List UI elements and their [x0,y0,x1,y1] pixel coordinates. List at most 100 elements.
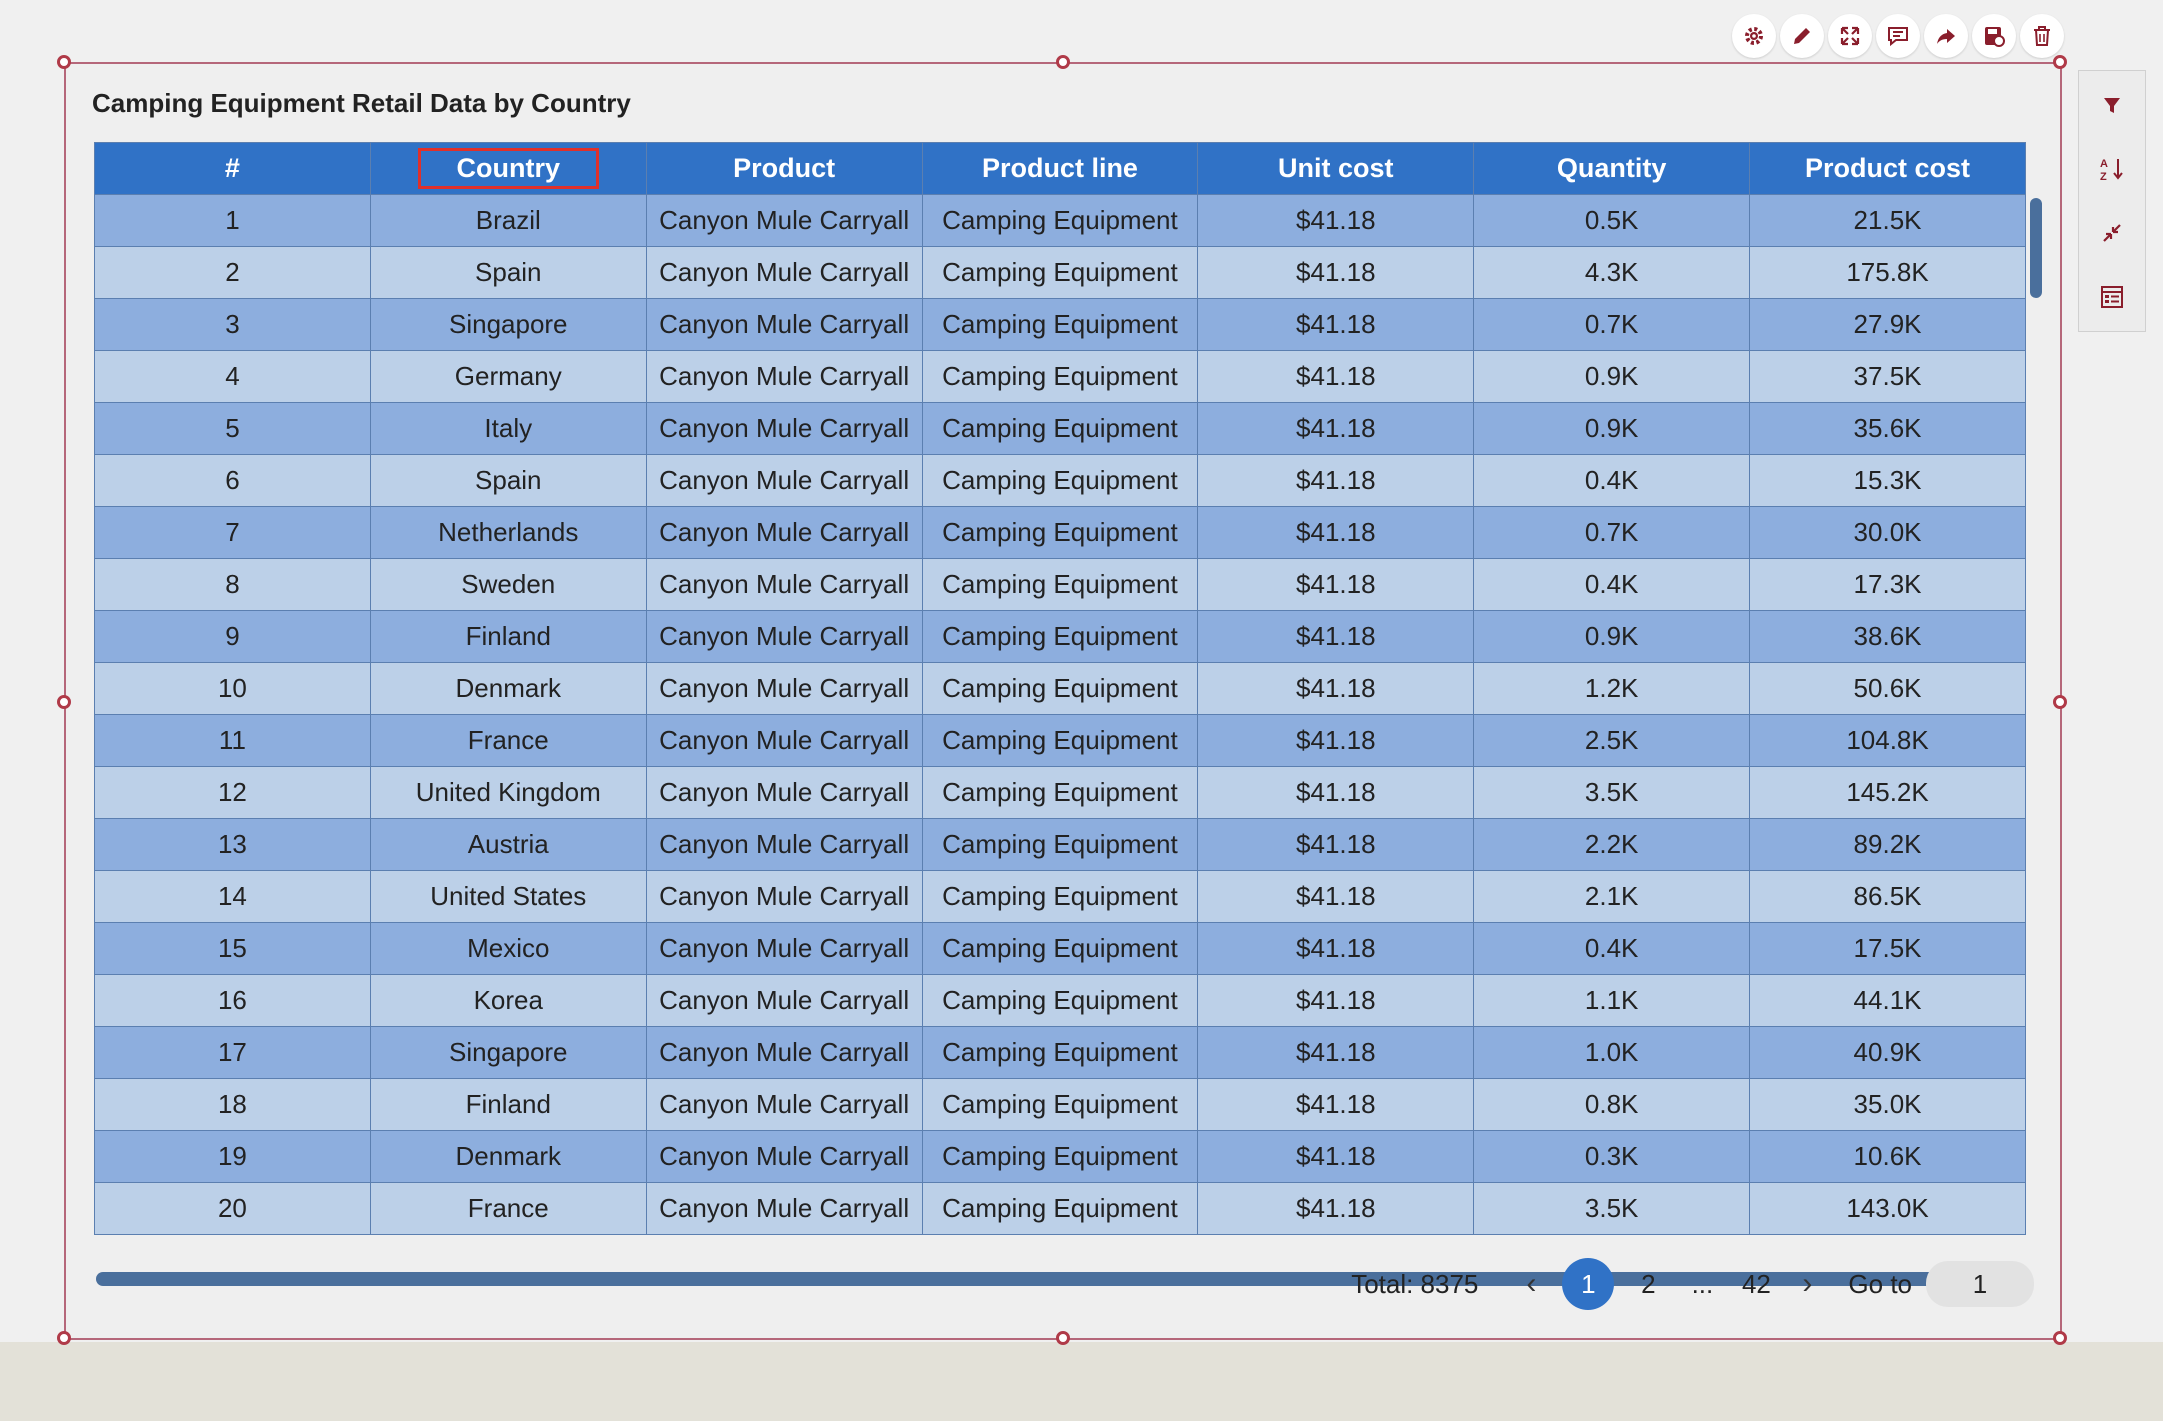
comment-button[interactable] [1876,14,1920,58]
cell-unit-cost: $41.18 [1197,558,1475,611]
cell-quantity: 0.4K [1473,558,1751,611]
cell-index: 19 [94,1130,371,1183]
horizontal-scrollbar-thumb[interactable] [96,1272,2016,1286]
table-settings-button[interactable] [2094,279,2130,315]
country-header-highlight: Country [417,148,600,189]
cell-unit-cost: $41.18 [1197,610,1475,663]
page-button-last[interactable]: 42 [1741,1268,1771,1299]
resize-handle-top[interactable] [1056,55,1070,69]
column-header-product-line[interactable]: Product line [921,142,1199,195]
resize-handle-bottom[interactable] [1056,1331,1070,1345]
goto-page-input[interactable] [1926,1261,2034,1307]
column-header-product-cost[interactable]: Product cost [1749,142,2026,195]
resize-handle-bottom-left[interactable] [57,1331,71,1345]
svg-text:A: A [2100,158,2108,170]
cell-product-line: Camping Equipment [921,506,1199,559]
collapse-button[interactable] [2094,215,2130,251]
save-data-button[interactable] [1972,14,2016,58]
cell-unit-cost: $41.18 [1197,506,1475,559]
table-row[interactable]: 8 Sweden Canyon Mule Carryall Camping Equip… [94,558,2026,611]
cell-product-line: Camping Equipment [921,766,1199,819]
resize-handle-bottom-right[interactable] [2053,1331,2067,1345]
resize-handle-top-left[interactable] [57,55,71,69]
cell-unit-cost: $41.18 [1197,974,1475,1027]
cell-product: Canyon Mule Carryall [645,246,923,299]
resize-handle-left[interactable] [57,695,71,709]
resize-handle-right[interactable] [2053,695,2067,709]
goto-label: Go to [1848,1268,1912,1299]
table-row[interactable]: 9 Finland Canyon Mule Carryall Camping Equi… [94,610,2026,663]
page-button-1[interactable]: 1 [1562,1258,1615,1310]
next-page-icon[interactable]: › [1802,1267,1813,1300]
cell-country: United Kingdom [369,766,647,819]
cell-product: Canyon Mule Carryall [645,870,923,923]
table-row[interactable]: 13 Austria Canyon Mule Carryall Camping Equ… [94,818,2026,871]
svg-text:Z: Z [2100,171,2107,183]
table-row[interactable]: 20 France Canyon Mule Carryall Camping Equi… [94,1182,2026,1235]
table-row[interactable]: 7 Netherlands Canyon Mule Carryall Camping … [94,506,2026,559]
page-button-2[interactable]: 2 [1641,1268,1656,1299]
cell-product-cost: 104.8K [1749,714,2026,767]
share-icon [1937,29,1955,44]
cell-product: Canyon Mule Carryall [645,298,923,351]
column-header-quantity[interactable]: Quantity [1473,142,1751,195]
edit-button[interactable] [1780,14,1824,58]
table-row[interactable]: 1 Brazil Canyon Mule Carryall Camping Equip… [94,194,2026,247]
cell-country: Germany [369,350,647,403]
filter-button[interactable] [2094,87,2130,123]
cell-quantity: 0.4K [1473,454,1751,507]
table-row[interactable]: 16 Korea Canyon Mule Carryall Camping Equip… [94,974,2026,1027]
cell-quantity: 1.2K [1473,662,1751,715]
table-row[interactable]: 15 Mexico Canyon Mule Carryall Camping Equi… [94,922,2026,975]
cell-quantity: 1.0K [1473,1026,1751,1079]
fullscreen-button[interactable] [1828,14,1872,58]
settings-button[interactable] [1732,14,1776,58]
cell-quantity: 2.2K [1473,818,1751,871]
cell-unit-cost: $41.18 [1197,402,1475,455]
cell-country: Netherlands [369,506,647,559]
table-row[interactable]: 14 United States Canyon Mule Carryall Campi… [94,870,2026,923]
table-row[interactable]: 19 Denmark Canyon Mule Carryall Camping Equ… [94,1130,2026,1183]
table-widget[interactable]: Camping Equipment Retail Data by Country… [57,55,2067,1345]
data-table: # Country Product Product line Unit cost… [94,142,2026,1235]
cell-product-line: Camping Equipment [921,194,1199,247]
cell-quantity: 0.3K [1473,1130,1751,1183]
cell-product: Canyon Mule Carryall [645,1130,923,1183]
cell-quantity: 2.1K [1473,870,1751,923]
cell-index: 8 [94,558,371,611]
table-row[interactable]: 18 Finland Canyon Mule Carryall Camping Equ… [94,1078,2026,1131]
cell-country: Finland [369,1078,647,1131]
table-row[interactable]: 5 Italy Canyon Mule Carryall Camping Equipm… [94,402,2026,455]
prev-page-icon[interactable]: ‹ [1526,1267,1537,1300]
table-settings-icon [2101,286,2123,308]
column-header-country[interactable]: Country [369,142,647,195]
column-header-unit-cost[interactable]: Unit cost [1197,142,1475,195]
delete-button[interactable] [2020,14,2064,58]
sort-button[interactable]: A Z [2094,151,2130,187]
table-row[interactable]: 2 Spain Canyon Mule Carryall Camping Equipm… [94,246,2026,299]
save-data-icon [1985,27,2005,47]
cell-product-line: Camping Equipment [921,350,1199,403]
vertical-scrollbar-thumb[interactable] [2030,198,2042,298]
cell-quantity: 0.7K [1473,298,1751,351]
cell-unit-cost: $41.18 [1197,1026,1475,1079]
cell-product-line: Camping Equipment [921,246,1199,299]
table-row[interactable]: 4 Germany Canyon Mule Carryall Camping Equi… [94,350,2026,403]
table-row[interactable]: 6 Spain Canyon Mule Carryall Camping Equipm… [94,454,2026,507]
column-header-index[interactable]: # [94,142,371,195]
table-row[interactable]: 12 United Kingdom Canyon Mule Carryall Camp… [94,766,2026,819]
table-row[interactable]: 10 Denmark Canyon Mule Carryall Camping Equ… [94,662,2026,715]
share-button[interactable] [1924,14,1968,58]
table-row[interactable]: 11 France Canyon Mule Carryall Camping Equi… [94,714,2026,767]
cell-product: Canyon Mule Carryall [645,662,923,715]
gear-icon [1745,27,1763,45]
widget-title: Camping Equipment Retail Data by Country [92,88,631,118]
resize-handle-top-right[interactable] [2053,55,2067,69]
cell-product: Canyon Mule Carryall [645,454,923,507]
cell-unit-cost: $41.18 [1197,1182,1475,1235]
page-ellipsis[interactable]: ... [1691,1268,1714,1299]
cell-index: 13 [94,818,371,871]
column-header-product[interactable]: Product [645,142,923,195]
table-row[interactable]: 3 Singapore Canyon Mule Carryall Camping Eq… [94,298,2026,351]
table-row[interactable]: 17 Singapore Canyon Mule Carryall Camping E… [94,1026,2026,1079]
